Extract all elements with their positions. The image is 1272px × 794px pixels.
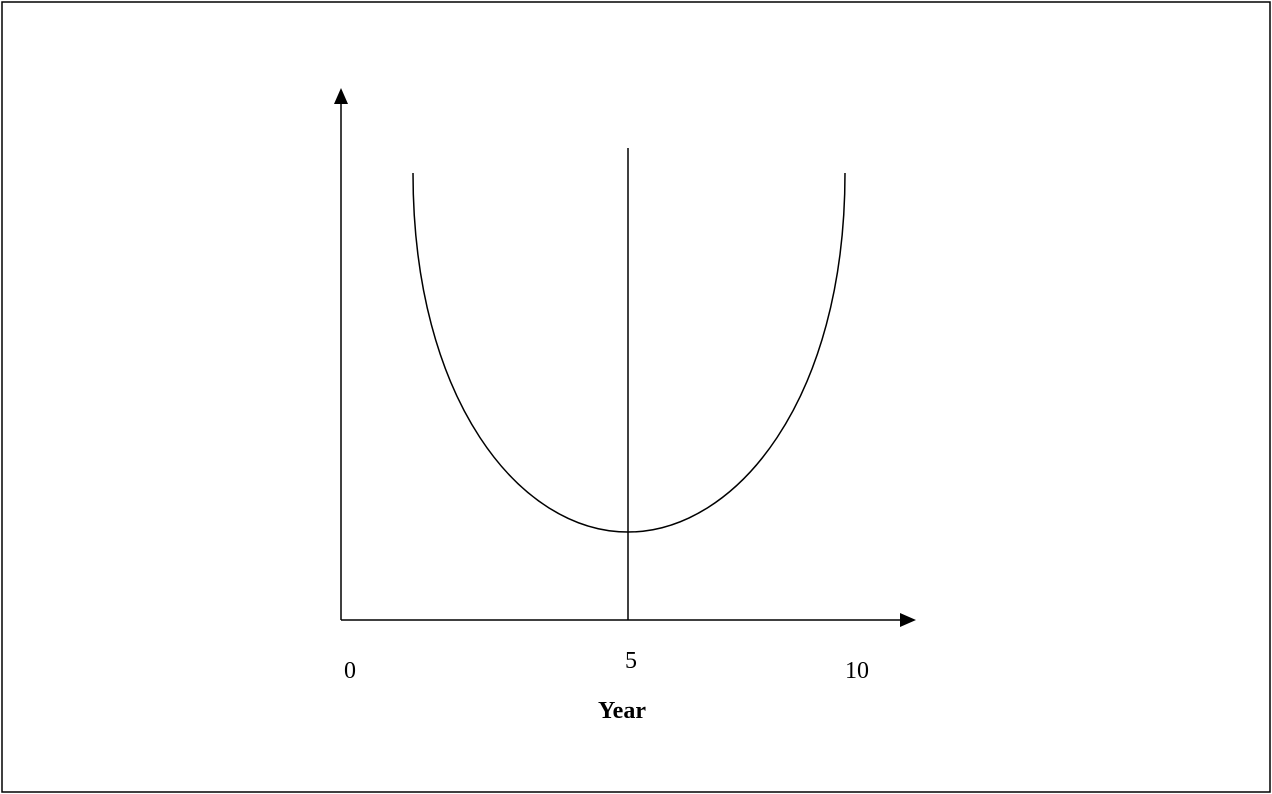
y-axis-arrow <box>334 88 348 104</box>
u-curve <box>412 172 846 533</box>
tick-label: 10 <box>845 658 869 684</box>
x-axis-arrow <box>900 613 916 627</box>
tick-label: 0 <box>344 658 356 684</box>
tick-label: 5 <box>625 648 637 674</box>
axis-label: Year <box>598 698 646 724</box>
